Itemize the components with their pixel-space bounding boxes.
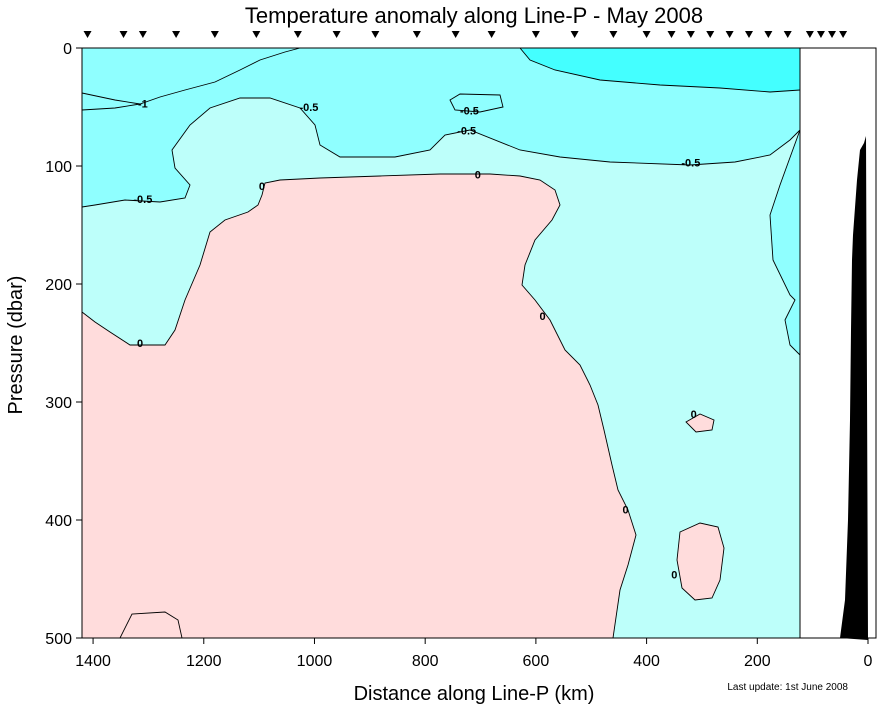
- station-marker: [293, 31, 302, 38]
- contour-label: 0: [137, 338, 143, 350]
- contour-label: 0: [259, 181, 265, 193]
- contour-label: -0.5: [299, 102, 318, 114]
- station-marker: [531, 31, 540, 38]
- x-axis: 1400 1200 1000 800 600 400 200 0: [75, 638, 873, 670]
- y-tick-label: 400: [45, 513, 72, 530]
- contour-minus05-small: [449, 93, 504, 113]
- contour-label: -0.5: [457, 126, 476, 138]
- station-marker: [172, 31, 181, 38]
- station-marker: [83, 31, 92, 38]
- station-marker: [412, 31, 421, 38]
- x-tick-label: 600: [523, 653, 550, 670]
- station-marker: [332, 31, 341, 38]
- station-marker: [839, 31, 848, 38]
- fill-above-zero-island-right: [677, 523, 724, 600]
- contour-minus1-top: [81, 47, 301, 105]
- x-tick-label: 800: [412, 653, 439, 670]
- x-axis-label: Distance along Line-P (km): [354, 683, 595, 705]
- station-marker: [805, 31, 814, 38]
- y-tick-label: 0: [63, 41, 72, 58]
- y-tick-label: 300: [45, 395, 72, 412]
- station-marker: [138, 31, 147, 38]
- y-axis-label: Pressure (dbar): [5, 276, 27, 415]
- contour-label: 0: [671, 569, 677, 581]
- station-marker: [667, 31, 676, 38]
- fill-below-minus1: [520, 48, 800, 92]
- x-tick-label: 400: [633, 653, 660, 670]
- contour-label: -0.5: [460, 106, 479, 118]
- contour-minus1-top-right: [519, 47, 801, 93]
- station-marker: [371, 31, 380, 38]
- contour-minus05-right: [769, 129, 801, 356]
- station-marker: [706, 31, 715, 38]
- station-marker: [570, 31, 579, 38]
- station-marker: [783, 31, 792, 38]
- last-update-note: Last update: 1st June 2008: [727, 682, 848, 693]
- right-panel-frame: [799, 47, 877, 639]
- station-marker: [764, 31, 773, 38]
- x-tick-label: 0: [864, 653, 873, 670]
- y-axis: 0 100 200 300 400 500: [45, 41, 82, 648]
- contour-label: 0: [539, 311, 545, 323]
- contour-minus05-main: [81, 97, 801, 208]
- station-markers: [83, 31, 848, 38]
- fill-below-minus1-left: [82, 93, 140, 110]
- contour-zero-main: [81, 173, 637, 639]
- contour-label: -1: [138, 98, 148, 110]
- contour-lines: [81, 47, 801, 639]
- station-marker: [609, 31, 618, 38]
- station-marker: [686, 31, 695, 38]
- x-tick-label: 200: [744, 653, 771, 670]
- contour-zero-blob: [685, 413, 715, 433]
- x-tick-label: 1000: [297, 653, 333, 670]
- fill-minus1-right-edge: [770, 130, 800, 355]
- contour-zero-island-left: [119, 611, 183, 639]
- station-marker: [451, 31, 460, 38]
- contour-label: 0: [475, 169, 481, 181]
- x-tick-label: 1200: [186, 653, 222, 670]
- contour-labels: -1 -0.5 -0.5 -0.5 -0.5 -0.5 0 0 0 0 0 0 0: [133, 98, 700, 581]
- fill-above-zero-island-left: [120, 612, 182, 638]
- station-marker: [828, 31, 837, 38]
- contour-label: 0: [691, 409, 697, 421]
- contour-label: -0.5: [681, 157, 700, 169]
- contour-zero-island-right: [676, 522, 725, 601]
- bathymetry-shelf: [840, 136, 868, 640]
- y-tick-label: 500: [45, 631, 72, 648]
- x-tick-label: 1400: [75, 653, 111, 670]
- station-marker: [744, 31, 753, 38]
- contour-minus1-left-lower: [81, 103, 141, 111]
- station-marker: [725, 31, 734, 38]
- chart-title: Temperature anomaly along Line-P - May 2…: [245, 3, 703, 28]
- station-marker: [210, 31, 219, 38]
- y-tick-label: 100: [45, 159, 72, 176]
- station-marker: [252, 31, 261, 38]
- station-marker: [816, 31, 825, 38]
- station-marker: [642, 31, 651, 38]
- station-marker: [119, 31, 128, 38]
- y-tick-label: 200: [45, 277, 72, 294]
- plot-area: -1 -0.5 -0.5 -0.5 -0.5 -0.5 0 0 0 0 0 0 0: [81, 47, 801, 639]
- fill-minus1-to-minus05: [82, 48, 800, 207]
- station-marker: [487, 31, 496, 38]
- contour-label: -0.5: [133, 194, 152, 206]
- contour-label: 0: [622, 504, 628, 516]
